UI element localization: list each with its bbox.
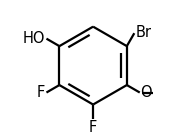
Text: F: F xyxy=(89,120,97,136)
Text: Br: Br xyxy=(135,25,151,40)
Text: F: F xyxy=(37,85,45,100)
Text: O: O xyxy=(140,85,152,100)
Text: HO: HO xyxy=(23,30,45,46)
